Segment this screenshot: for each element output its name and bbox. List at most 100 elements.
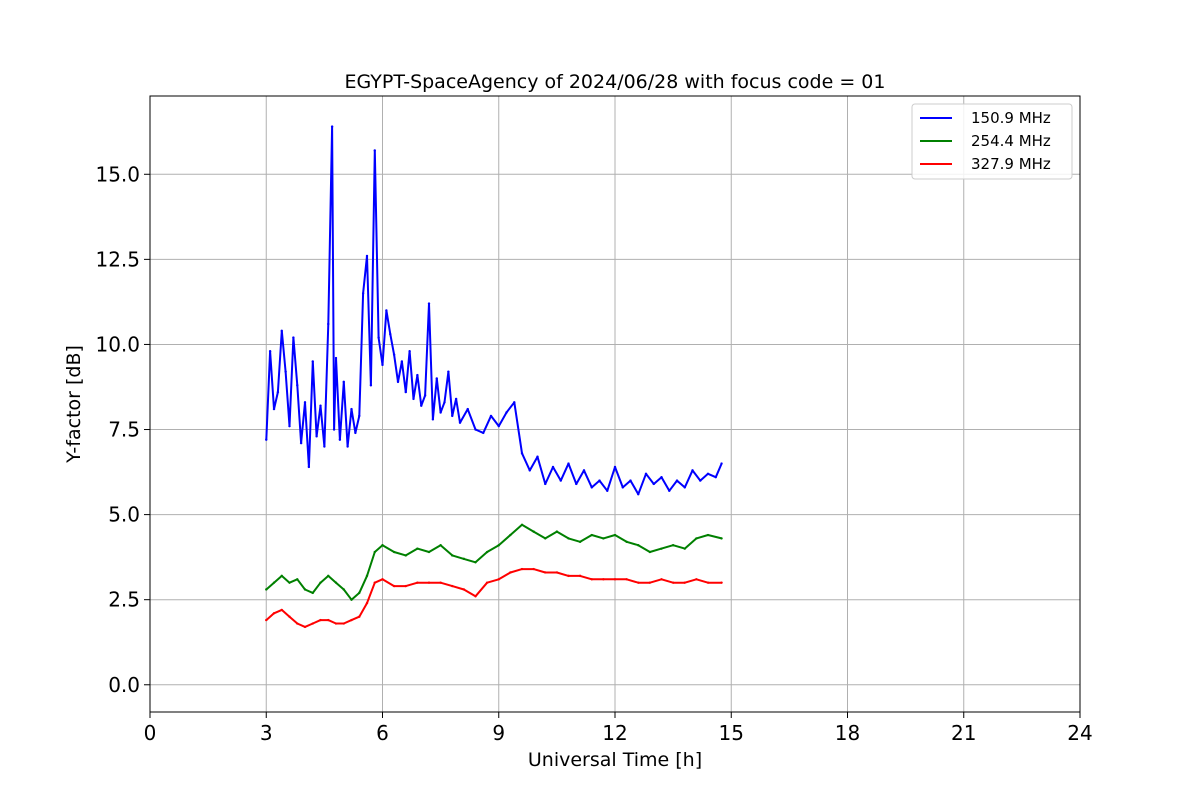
data-point xyxy=(381,363,384,367)
data-point xyxy=(567,537,570,540)
y-tick-label: 10.0 xyxy=(95,332,140,356)
data-point xyxy=(377,336,380,339)
x-tick-label: 18 xyxy=(835,721,860,745)
data-point xyxy=(350,407,353,411)
data-point xyxy=(396,380,400,384)
y-tick-label: 5.0 xyxy=(108,503,140,527)
data-point xyxy=(706,533,710,537)
data-point xyxy=(598,479,601,482)
data-point xyxy=(660,578,663,581)
data-point xyxy=(462,557,466,561)
data-point xyxy=(509,533,512,537)
data-point xyxy=(288,424,291,428)
data-point xyxy=(720,581,723,584)
data-point xyxy=(458,421,462,424)
data-point xyxy=(590,578,593,581)
data-point xyxy=(602,578,605,581)
data-point xyxy=(373,581,376,584)
data-point xyxy=(423,394,427,397)
y-tick-label: 2.5 xyxy=(108,588,140,612)
data-point xyxy=(637,492,640,496)
data-point xyxy=(342,380,345,384)
data-point xyxy=(532,567,535,571)
data-point xyxy=(567,574,570,578)
data-point xyxy=(462,588,466,591)
x-tick-label: 3 xyxy=(260,721,273,745)
data-point xyxy=(528,469,531,472)
data-point xyxy=(280,329,283,333)
data-point xyxy=(683,547,686,550)
data-point xyxy=(420,404,423,407)
data-point xyxy=(265,588,268,591)
data-point xyxy=(575,482,578,486)
data-point xyxy=(365,254,369,258)
data-point xyxy=(307,465,311,469)
data-point xyxy=(544,537,547,540)
data-point xyxy=(497,424,500,428)
data-point xyxy=(602,537,605,540)
data-point xyxy=(265,438,268,441)
data-point xyxy=(303,401,307,404)
data-point xyxy=(544,571,547,574)
data-point xyxy=(272,612,276,615)
data-point xyxy=(358,615,361,618)
data-point xyxy=(497,544,500,547)
x-tick-label: 12 xyxy=(602,721,627,745)
data-point xyxy=(392,353,396,356)
data-point xyxy=(474,561,477,564)
data-point xyxy=(466,407,469,411)
data-point xyxy=(451,554,454,557)
data-point xyxy=(683,486,686,489)
data-point xyxy=(323,445,326,448)
data-point xyxy=(439,411,442,414)
data-point xyxy=(427,581,431,584)
x-tick-label: 6 xyxy=(376,721,389,745)
data-point xyxy=(606,489,609,492)
data-point xyxy=(342,588,345,591)
series-layer xyxy=(265,125,723,629)
data-point xyxy=(637,544,640,547)
data-point xyxy=(334,581,338,584)
chart-title: EGYPT-SpaceAgency of 2024/06/28 with foc… xyxy=(345,71,886,93)
y-tick-label: 12.5 xyxy=(95,247,140,271)
data-point xyxy=(404,554,407,557)
legend: 150.9 MHz 254.4 MHz 327.9 MHz xyxy=(911,103,1073,180)
data-point xyxy=(365,574,369,578)
data-point xyxy=(416,581,419,584)
data-point xyxy=(303,588,307,591)
data-point xyxy=(625,540,628,544)
data-point xyxy=(276,390,280,394)
data-point xyxy=(392,550,396,554)
data-point xyxy=(485,581,489,584)
data-point xyxy=(691,469,694,472)
data-point xyxy=(288,615,291,618)
data-point xyxy=(327,574,330,578)
series-line-150-9-mhz xyxy=(265,125,723,496)
data-point xyxy=(373,550,376,554)
data-point xyxy=(675,479,679,482)
data-point xyxy=(268,350,272,353)
data-point xyxy=(671,544,675,547)
data-point xyxy=(319,404,322,407)
data-point xyxy=(544,482,547,486)
data-point xyxy=(505,411,508,414)
data-point xyxy=(408,350,411,353)
data-point xyxy=(280,608,283,612)
data-point xyxy=(427,550,431,554)
data-point xyxy=(319,581,322,584)
data-point xyxy=(451,414,454,418)
data-point xyxy=(389,333,392,336)
data-point xyxy=(454,397,458,401)
data-point xyxy=(416,373,419,377)
data-point xyxy=(311,591,314,595)
data-point xyxy=(637,581,640,584)
data-point xyxy=(660,547,663,550)
data-point xyxy=(443,401,446,404)
data-point xyxy=(346,445,349,448)
data-point xyxy=(284,370,287,373)
data-point xyxy=(354,431,357,435)
data-point xyxy=(644,472,648,475)
data-point xyxy=(404,390,407,394)
data-point xyxy=(590,533,593,537)
data-point xyxy=(497,578,500,581)
